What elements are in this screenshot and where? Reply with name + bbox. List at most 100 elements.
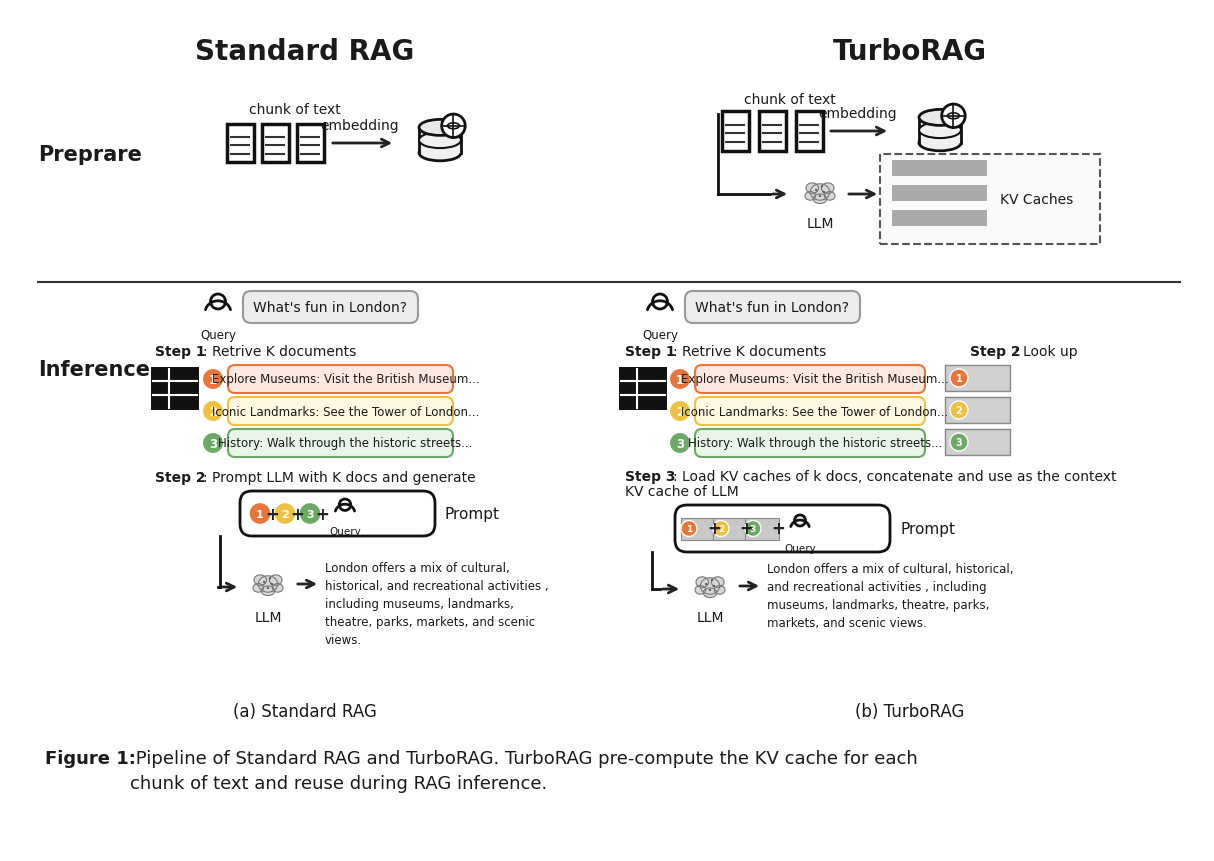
Text: 3: 3 — [955, 437, 963, 448]
Circle shape — [709, 589, 711, 592]
Text: chunk of text: chunk of text — [744, 93, 836, 107]
Text: 2: 2 — [676, 405, 683, 418]
Text: : Prompt LLM with K docs and generate: : Prompt LLM with K docs and generate — [203, 470, 476, 485]
Bar — [296, 125, 323, 163]
Text: History: Walk through the historic streets...: History: Walk through the historic stree… — [219, 437, 472, 450]
Text: Step 1: Step 1 — [625, 344, 676, 358]
FancyBboxPatch shape — [694, 430, 925, 457]
Bar — [944, 398, 1010, 424]
Text: Query: Query — [200, 329, 236, 342]
Text: 1: 1 — [256, 509, 263, 519]
Bar — [944, 430, 1010, 455]
Circle shape — [669, 432, 691, 455]
Text: Inference: Inference — [38, 360, 151, 380]
Bar — [892, 186, 987, 201]
Circle shape — [249, 503, 271, 525]
FancyBboxPatch shape — [685, 292, 860, 324]
FancyBboxPatch shape — [694, 366, 925, 393]
Text: : Look up: : Look up — [1014, 344, 1078, 358]
Bar — [227, 125, 254, 163]
Circle shape — [202, 400, 225, 423]
Circle shape — [263, 581, 266, 584]
Text: 2: 2 — [282, 509, 289, 519]
Circle shape — [442, 115, 465, 139]
Text: Query: Query — [642, 329, 677, 342]
Circle shape — [299, 503, 320, 525]
Text: Figure 1:: Figure 1: — [45, 749, 142, 767]
Text: 3: 3 — [306, 509, 313, 519]
Bar — [944, 366, 1010, 392]
Ellipse shape — [419, 133, 461, 149]
Ellipse shape — [270, 575, 282, 585]
Text: Preprare: Preprare — [38, 145, 142, 164]
Text: What's fun in London?: What's fun in London? — [694, 300, 849, 314]
Circle shape — [815, 189, 817, 192]
Bar — [721, 112, 749, 152]
FancyBboxPatch shape — [228, 366, 453, 393]
Text: Step 2: Step 2 — [155, 470, 205, 485]
Bar — [619, 368, 666, 410]
Circle shape — [274, 503, 296, 525]
Text: 2: 2 — [955, 406, 963, 416]
Text: Step 1: Step 1 — [155, 344, 205, 358]
Bar — [261, 125, 289, 163]
Text: (a) Standard RAG: (a) Standard RAG — [233, 703, 376, 720]
Circle shape — [713, 585, 715, 587]
Ellipse shape — [253, 584, 263, 592]
Text: embedding: embedding — [818, 107, 897, 121]
Text: 1: 1 — [955, 374, 963, 383]
Ellipse shape — [919, 123, 961, 139]
Circle shape — [951, 369, 968, 387]
Text: Step 2: Step 2 — [970, 344, 1021, 358]
Text: 3: 3 — [209, 437, 217, 450]
Text: +: + — [739, 520, 753, 538]
Text: Iconic Landmarks: See the Tower of London...: Iconic Landmarks: See the Tower of Londo… — [681, 405, 948, 418]
Circle shape — [681, 521, 697, 537]
Text: Standard RAG: Standard RAG — [195, 38, 415, 66]
Circle shape — [823, 192, 826, 194]
Text: Explore Museums: Visit the British Museum...: Explore Museums: Visit the British Museu… — [211, 373, 480, 386]
Circle shape — [710, 579, 713, 582]
Ellipse shape — [714, 585, 725, 594]
Circle shape — [267, 587, 270, 589]
Ellipse shape — [696, 577, 709, 588]
Bar — [713, 518, 747, 540]
Ellipse shape — [261, 586, 274, 596]
Text: : Load KV caches of k docs, concatenate and use as the context: : Load KV caches of k docs, concatenate … — [673, 469, 1117, 483]
Circle shape — [268, 578, 271, 579]
Bar — [419, 128, 461, 153]
Text: Step 3: Step 3 — [625, 469, 675, 483]
Text: Query: Query — [329, 526, 361, 536]
Circle shape — [202, 369, 225, 391]
Bar — [892, 211, 987, 226]
Circle shape — [942, 105, 965, 128]
Text: 1: 1 — [209, 373, 217, 386]
Ellipse shape — [813, 195, 827, 204]
FancyBboxPatch shape — [243, 292, 418, 324]
FancyBboxPatch shape — [228, 430, 453, 457]
Text: 3: 3 — [676, 437, 683, 450]
Text: Explore Museums: Visit the British Museum...: Explore Museums: Visit the British Museu… — [681, 373, 949, 386]
Text: 2: 2 — [717, 524, 724, 533]
Text: +: + — [771, 520, 785, 538]
Text: 2: 2 — [209, 405, 217, 418]
Text: LLM: LLM — [254, 610, 282, 624]
Bar — [880, 155, 1100, 245]
Text: : Retrive K documents: : Retrive K documents — [673, 344, 827, 358]
Ellipse shape — [419, 121, 461, 136]
Text: London offers a mix of cultural, historical,
and recreational activities , inclu: London offers a mix of cultural, histori… — [767, 562, 1014, 629]
Circle shape — [951, 401, 968, 419]
Text: Prompt: Prompt — [900, 522, 955, 536]
Circle shape — [271, 583, 273, 585]
Ellipse shape — [806, 183, 818, 195]
Circle shape — [818, 195, 821, 198]
FancyBboxPatch shape — [694, 398, 925, 425]
Text: +: + — [316, 505, 329, 523]
Ellipse shape — [810, 184, 829, 201]
Text: KV Caches: KV Caches — [1000, 193, 1073, 207]
Text: What's fun in London?: What's fun in London? — [253, 300, 407, 314]
Ellipse shape — [919, 110, 961, 127]
Bar — [892, 161, 987, 177]
Text: +: + — [265, 505, 279, 523]
Text: Query: Query — [784, 543, 816, 554]
